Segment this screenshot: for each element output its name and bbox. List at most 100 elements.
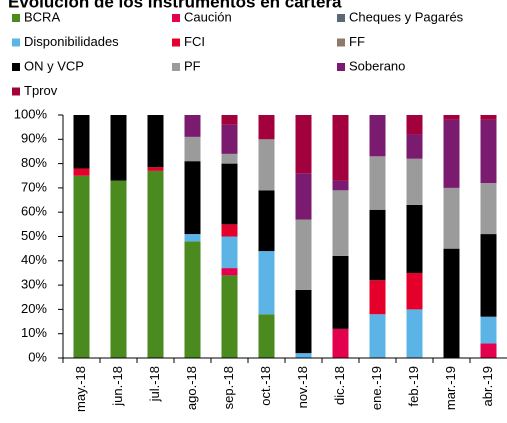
bar-segment <box>406 272 423 310</box>
legend-label: FCI <box>184 34 205 49</box>
legend-label: Cheques y Pagarés <box>349 9 464 24</box>
bar-segment <box>406 134 423 159</box>
legend-label: FF <box>349 34 365 49</box>
legend-swatch <box>12 38 20 47</box>
bar-segment <box>295 115 312 174</box>
y-tick-label: 30% <box>21 277 47 292</box>
bar-segment <box>258 251 275 315</box>
legend-label: Soberano <box>349 58 405 73</box>
bar-segment <box>332 115 349 181</box>
bar-segment <box>406 115 423 135</box>
y-tick-label: 90% <box>21 131 47 146</box>
legend-swatch <box>172 38 180 47</box>
legend-swatch <box>12 63 20 71</box>
bar-segment <box>221 275 238 358</box>
bar-segment <box>221 163 238 225</box>
bar-segment <box>369 115 386 157</box>
legend-swatch <box>337 63 345 71</box>
x-tick-label: jun.-18 <box>110 366 125 407</box>
y-tick-label: 10% <box>21 325 47 340</box>
bar-segment <box>110 115 127 181</box>
bar-segment <box>480 234 497 317</box>
legend-swatch <box>12 87 20 96</box>
bar-segment <box>295 289 312 354</box>
bar-segment <box>147 170 164 358</box>
bar-segment <box>406 204 423 273</box>
x-tick-label: feb.-19 <box>406 366 421 406</box>
x-tick-label: nov.-18 <box>295 366 310 408</box>
bar-segment <box>221 268 238 276</box>
y-tick-label: 100% <box>14 106 48 121</box>
bar-segment <box>295 219 312 290</box>
bar-segment <box>258 115 275 140</box>
bar-segment <box>332 255 349 329</box>
bar-segment <box>184 161 201 235</box>
bar-segment <box>110 180 127 358</box>
legend-swatch <box>337 14 345 22</box>
bar-segment <box>184 136 201 162</box>
legend-label: ON y VCP <box>24 58 84 73</box>
legend-label: BCRA <box>24 9 60 24</box>
x-tick-label: abr.-19 <box>480 366 495 406</box>
bar-segment <box>443 115 460 120</box>
bar-segment <box>73 168 90 176</box>
bar-segment <box>73 115 90 169</box>
legend-swatch <box>172 63 180 71</box>
bar-segment <box>480 119 497 184</box>
y-tick-label: 20% <box>21 301 47 316</box>
bar-segment <box>480 115 497 120</box>
bar-segment <box>258 314 275 358</box>
bar-segment <box>295 173 312 220</box>
bar-segment <box>369 209 386 281</box>
bar-segment <box>406 309 423 358</box>
bar-segment <box>369 156 386 210</box>
legend-swatch <box>12 14 20 22</box>
bar-segment <box>332 328 349 358</box>
bar-segment <box>147 115 164 168</box>
bar-segment <box>295 353 312 358</box>
y-tick-label: 50% <box>21 228 47 243</box>
bar-segment <box>406 158 423 205</box>
bar-segment <box>480 343 497 358</box>
bar-segment <box>184 234 201 242</box>
bar-segment <box>332 180 349 191</box>
bar-segment <box>443 119 460 188</box>
bar-segment <box>184 115 201 137</box>
chart-title: Evolución de los instrumentos en cartera <box>8 0 342 11</box>
bar-segment <box>221 115 238 125</box>
bar-segment <box>369 314 386 358</box>
y-tick-label: 80% <box>21 155 47 170</box>
bar-segment <box>480 316 497 344</box>
y-tick-label: 70% <box>21 179 47 194</box>
bar-segment <box>443 187 460 249</box>
bar-segment <box>73 175 90 358</box>
x-tick-label: may.-18 <box>73 366 88 412</box>
bar-segment <box>480 183 497 235</box>
legend-label: Tprov <box>24 83 58 98</box>
bar-segment <box>221 153 238 164</box>
legend-swatch <box>172 14 180 22</box>
x-tick-label: ago.-18 <box>184 366 199 410</box>
bar-segment <box>258 139 275 191</box>
bar-segment <box>221 224 238 237</box>
x-tick-label: jul.-18 <box>147 366 162 402</box>
bar-segment <box>184 241 201 358</box>
x-tick-label: dic.-18 <box>332 366 347 405</box>
legend-label: Disponibilidades <box>24 34 119 49</box>
legend-label: PF <box>184 58 201 73</box>
x-tick-label: oct.-18 <box>258 366 273 406</box>
x-tick-label: sep.-18 <box>221 366 236 409</box>
bar-segment <box>369 280 386 315</box>
x-tick-label: mar.-19 <box>443 366 458 410</box>
y-tick-label: 40% <box>21 252 47 267</box>
bar-segment <box>147 167 164 171</box>
bar-segment <box>443 248 460 358</box>
y-tick-label: 60% <box>21 204 47 219</box>
legend-swatch <box>337 38 345 47</box>
legend-label: Caución <box>184 9 232 24</box>
x-tick-label: ene.-19 <box>369 366 384 410</box>
y-tick-label: 0% <box>28 349 47 364</box>
bar-segment <box>258 190 275 252</box>
bar-segment <box>332 190 349 256</box>
